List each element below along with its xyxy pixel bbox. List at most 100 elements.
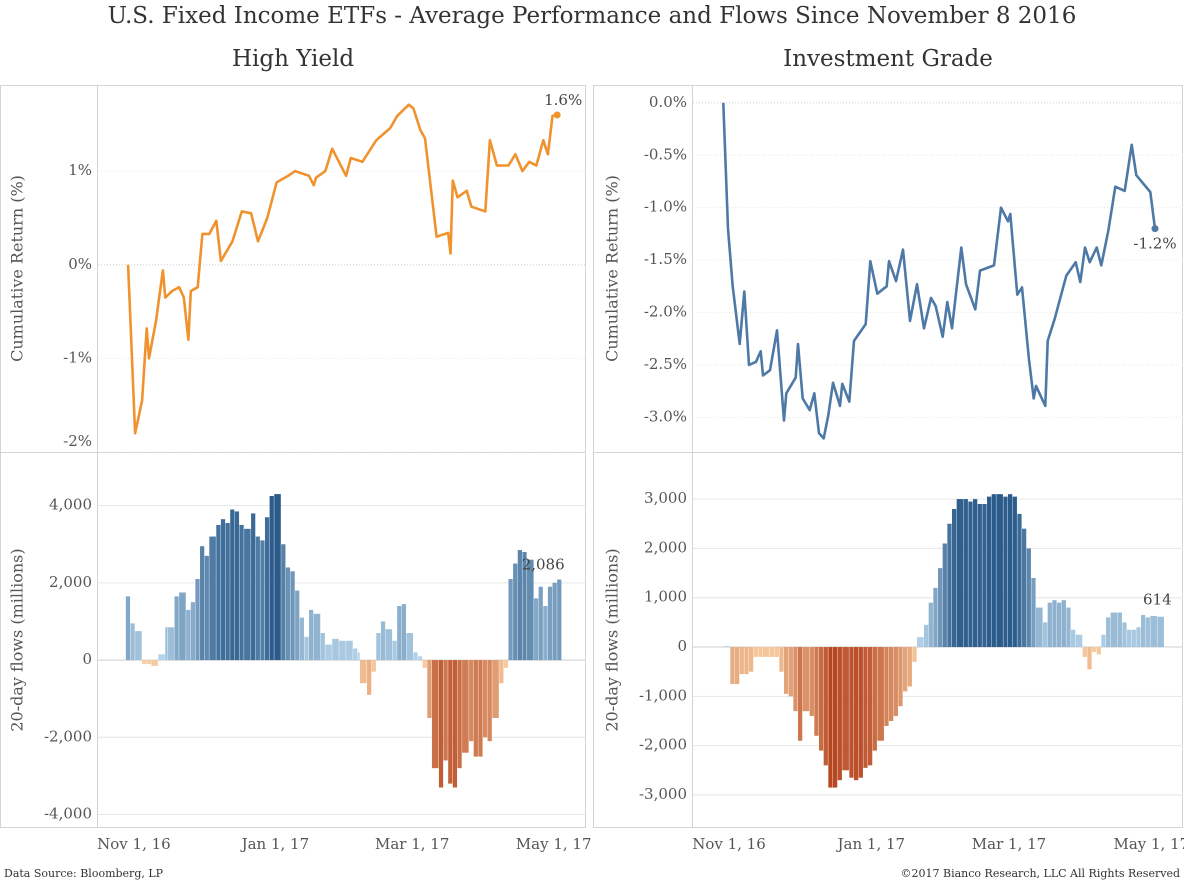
flow-bar bbox=[1096, 647, 1101, 655]
flow-bar bbox=[739, 647, 744, 675]
flow-bar bbox=[543, 606, 548, 661]
flow-bar bbox=[508, 579, 513, 661]
flow-bar bbox=[538, 586, 543, 661]
y-axis-title: 20-day flows (millions) bbox=[603, 548, 622, 731]
flow-bar bbox=[457, 660, 462, 769]
flow-bar bbox=[503, 660, 509, 668]
y-tick-label: -2,000 bbox=[639, 736, 687, 754]
end-label: -1.2% bbox=[1133, 235, 1176, 253]
flow-bar bbox=[1082, 647, 1087, 657]
flow-bar bbox=[244, 528, 251, 661]
y-axis-title: 20-day flows (millions) bbox=[8, 548, 27, 731]
flow-bar bbox=[1052, 600, 1057, 648]
flow-bar bbox=[1071, 629, 1076, 648]
flow-bar bbox=[158, 654, 165, 661]
flow-bar bbox=[353, 648, 358, 661]
flow-bar bbox=[204, 555, 209, 661]
flow-bar bbox=[552, 582, 557, 661]
flow-bar bbox=[903, 647, 908, 692]
y-tick-label: 2,000 bbox=[644, 538, 687, 556]
flow-bar bbox=[346, 640, 353, 661]
flow-bar bbox=[165, 627, 168, 661]
y-tick-label: 0 bbox=[82, 650, 92, 668]
flow-bar bbox=[527, 559, 534, 661]
flow-bar bbox=[798, 647, 803, 741]
y-tick-label: -1.5% bbox=[644, 250, 687, 268]
flow-bar bbox=[135, 631, 142, 661]
flow-bar bbox=[251, 513, 256, 661]
flow-bar bbox=[290, 571, 295, 661]
flow-bar bbox=[557, 579, 562, 661]
y-tick-label: 1% bbox=[68, 161, 92, 179]
flow-bar bbox=[406, 633, 413, 661]
flow-bar bbox=[784, 647, 789, 694]
x-tick-label: Nov 1, 16 bbox=[97, 835, 171, 853]
y-tick-label: -1% bbox=[63, 348, 92, 366]
flow-bar bbox=[473, 660, 478, 757]
flow-bar bbox=[872, 647, 877, 751]
y-tick-label: -2.0% bbox=[644, 303, 687, 321]
flow-bar bbox=[186, 609, 191, 661]
y-tick-label: 0% bbox=[68, 255, 92, 273]
flow-bar bbox=[1003, 496, 1008, 648]
flow-bar bbox=[462, 660, 469, 753]
end-dot bbox=[1151, 225, 1159, 233]
flow-bar bbox=[142, 660, 147, 664]
flow-bar bbox=[973, 499, 978, 648]
flow-bar bbox=[230, 509, 235, 661]
flow-bar bbox=[1026, 548, 1031, 648]
flow-bar bbox=[723, 646, 730, 648]
flow-bar bbox=[802, 647, 810, 712]
y-tick-label: 0 bbox=[677, 637, 687, 655]
flow-bar bbox=[1008, 494, 1013, 648]
flow-bar bbox=[533, 598, 539, 661]
flow-bar bbox=[385, 629, 393, 661]
flow-bar bbox=[1145, 617, 1150, 648]
flow-bar bbox=[924, 624, 929, 648]
end-label: 614 bbox=[1143, 591, 1172, 609]
flow-bar bbox=[448, 660, 453, 784]
flow-bar bbox=[255, 536, 260, 661]
flow-bar bbox=[443, 660, 448, 761]
y-tick-label: 4,000 bbox=[49, 496, 92, 514]
flow-bar bbox=[1106, 617, 1111, 648]
flow-bar bbox=[179, 592, 186, 661]
flow-bar bbox=[837, 647, 842, 781]
flow-bar bbox=[828, 647, 833, 788]
flow-bar bbox=[982, 504, 987, 648]
flow-bar bbox=[889, 647, 894, 721]
flow-bar bbox=[917, 637, 924, 648]
y-tick-label: -4,000 bbox=[44, 804, 92, 822]
flow-bar bbox=[146, 660, 151, 664]
return-line bbox=[126, 103, 558, 435]
flow-bar bbox=[963, 499, 968, 648]
x-tick-label: Mar 1, 17 bbox=[375, 835, 449, 853]
flow-bar bbox=[987, 496, 992, 648]
flow-bar bbox=[195, 579, 200, 661]
flow-bar bbox=[216, 524, 221, 661]
flow-bar bbox=[947, 523, 952, 648]
flow-bar bbox=[380, 621, 386, 661]
flow-bar bbox=[952, 508, 957, 648]
x-tick-label: Jan 1, 17 bbox=[836, 835, 906, 853]
flow-bar bbox=[367, 660, 372, 695]
y-tick-label: 2,000 bbox=[49, 573, 92, 591]
flow-bar bbox=[928, 602, 933, 648]
flow-bar bbox=[1141, 614, 1146, 648]
flow-bar bbox=[452, 660, 458, 788]
flow-bar bbox=[749, 647, 754, 672]
y-tick-label: -3.0% bbox=[644, 407, 687, 425]
flow-bar bbox=[933, 587, 938, 648]
flow-bar bbox=[438, 660, 444, 788]
flow-bar bbox=[1075, 634, 1083, 648]
flow-bar bbox=[1101, 634, 1106, 648]
flow-bar bbox=[487, 660, 492, 742]
flow-bar bbox=[209, 536, 216, 661]
left-frame bbox=[0, 85, 586, 828]
flow-bar bbox=[1092, 647, 1097, 652]
flow-bar bbox=[1066, 607, 1071, 648]
source-note: Data Source: Bloomberg, LP bbox=[4, 867, 164, 880]
flow-bar bbox=[469, 660, 474, 742]
flow-bar bbox=[942, 543, 947, 648]
